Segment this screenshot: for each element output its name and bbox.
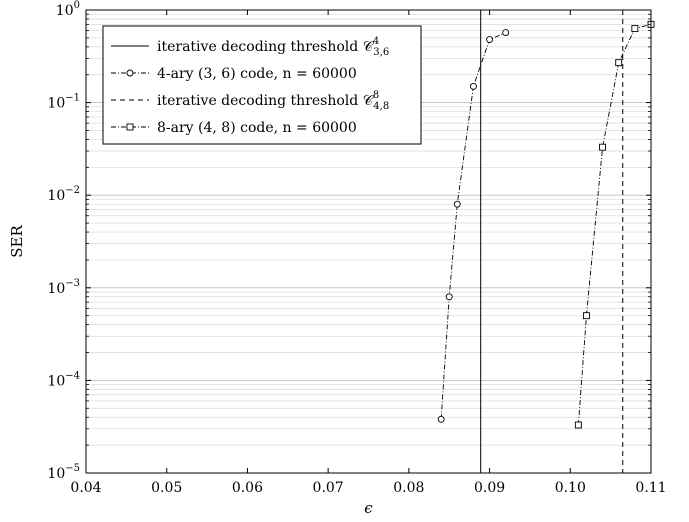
series-layer [437,20,655,429]
y-tick-label: 100 [56,0,80,19]
data-point-square [631,25,639,33]
legend: iterative decoding threshold 𝒞4 3,6 4-ary … [102,25,422,145]
data-point-circle [453,200,461,208]
legend-label-series: 8-ary (4, 8) code, n = 60000 [157,120,357,136]
data-point-circle [502,29,510,37]
legend-box [102,25,422,145]
data-point-square [582,312,590,320]
tick-layer: 0.04 0.05 0.06 0.07 0.08 0.09 0.10 0.11 10−5 10−4… [47,0,666,496]
x-tick-label: 0.09 [474,480,505,496]
x-axis-title: ϵ [364,499,373,517]
x-tick-label: 0.11 [635,480,666,496]
x-tick-label: 0.06 [232,480,263,496]
x-tick-label: 0.05 [151,480,182,496]
grid-layer [86,13,651,474]
data-point-circle [437,415,445,423]
data-point-square [599,143,607,151]
series-line-2 [577,23,652,426]
y-tick-label: 10−1 [47,93,80,112]
y-axis-title: SER [8,225,26,258]
y-tick-label: 10−3 [47,278,80,297]
x-tick-label: 0.08 [393,480,424,496]
legend-label-threshold: iterative decoding threshold 𝒞4 3,6 [157,36,389,58]
data-point-circle [469,82,477,90]
y-tick-label: 10−2 [47,185,80,204]
y-tick-label: 10−4 [47,370,80,389]
x-tick-label: 0.04 [70,480,101,496]
threshold-layer [480,10,624,473]
y-tick-label: 10−5 [47,463,80,482]
legend-label-series: 4-ary (3, 6) code, n = 60000 [157,66,357,82]
data-point-circle [445,293,453,301]
x-tick-label: 0.07 [313,480,344,496]
series-line-1 [440,32,506,420]
legend-marker-square [126,123,134,131]
legend-label-threshold: iterative decoding threshold 𝒞8 4,8 [157,90,389,112]
data-point-square [615,59,623,67]
plot-area [85,9,652,474]
legend-marker-circle [126,69,134,77]
data-point-square [574,421,582,429]
data-point-circle [486,36,494,43]
x-tick-label: 0.10 [555,480,586,496]
